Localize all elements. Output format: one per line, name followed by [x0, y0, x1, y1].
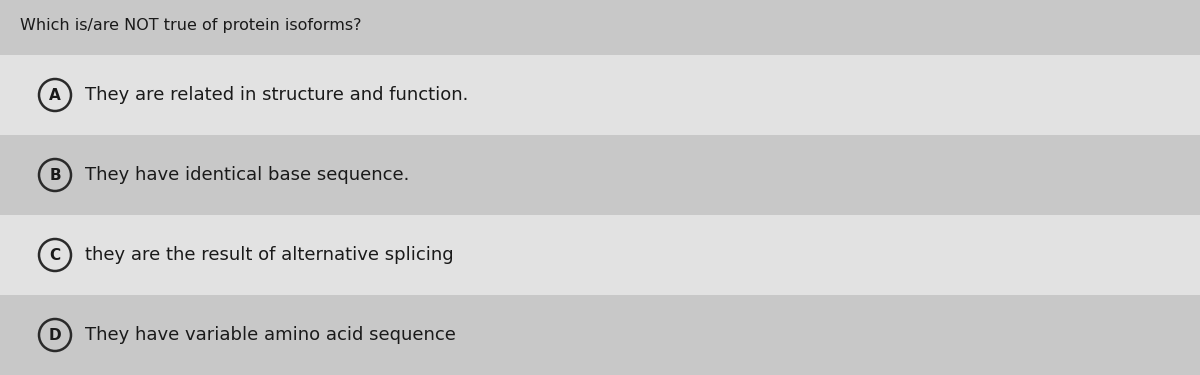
- Text: They have identical base sequence.: They have identical base sequence.: [85, 166, 409, 184]
- Text: C: C: [49, 248, 60, 262]
- Text: D: D: [49, 327, 61, 342]
- FancyBboxPatch shape: [0, 295, 1200, 375]
- FancyBboxPatch shape: [0, 55, 1200, 135]
- FancyBboxPatch shape: [0, 215, 1200, 295]
- Text: they are the result of alternative splicing: they are the result of alternative splic…: [85, 246, 454, 264]
- FancyBboxPatch shape: [1012, 0, 1158, 35]
- Text: A: A: [49, 87, 61, 102]
- Text: They are related in structure and function.: They are related in structure and functi…: [85, 86, 468, 104]
- FancyBboxPatch shape: [0, 0, 1200, 55]
- Text: B: B: [49, 168, 61, 183]
- Text: They have variable amino acid sequence: They have variable amino acid sequence: [85, 326, 456, 344]
- FancyBboxPatch shape: [0, 135, 1200, 215]
- Text: Which is/are NOT true of protein isoforms?: Which is/are NOT true of protein isoform…: [20, 18, 361, 33]
